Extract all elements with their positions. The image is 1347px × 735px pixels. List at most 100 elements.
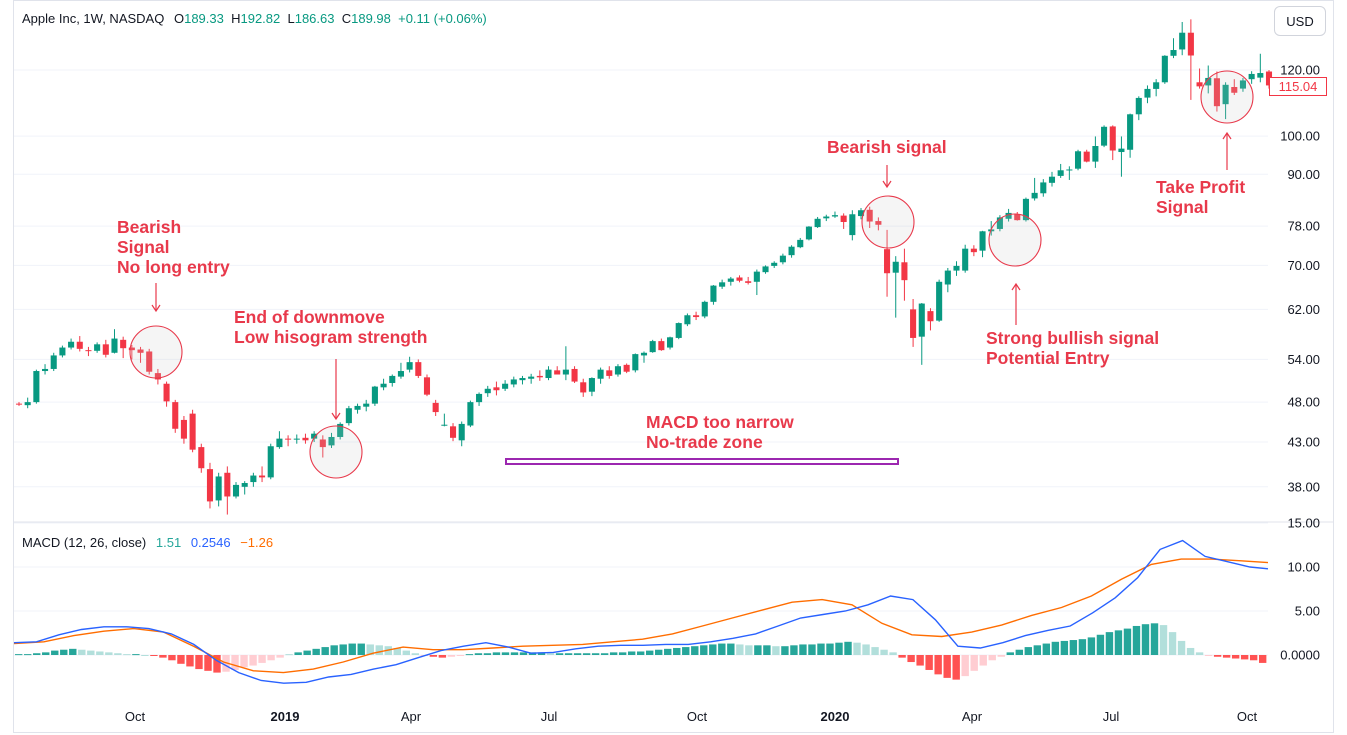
macd-legend: MACD (12, 26, close) 1.51 0.2546 −1.26 bbox=[22, 535, 279, 550]
histogram-bar bbox=[564, 653, 573, 655]
symbol-legend: Apple Inc, 1W, NASDAQ O189.33 H192.82 L1… bbox=[22, 11, 493, 26]
histogram-bar bbox=[411, 653, 420, 655]
candle-body bbox=[484, 388, 491, 394]
candle-body bbox=[267, 446, 274, 478]
candle-body bbox=[102, 344, 109, 355]
candle-body bbox=[146, 351, 153, 372]
arrow-head bbox=[1222, 131, 1232, 140]
candle-body bbox=[259, 475, 266, 478]
histogram-bar bbox=[1033, 645, 1042, 655]
histogram-bar bbox=[772, 646, 780, 655]
candle-body bbox=[476, 393, 483, 403]
histogram-bar bbox=[456, 655, 465, 656]
candle-body bbox=[1205, 77, 1212, 86]
histogram-bar bbox=[1249, 655, 1258, 661]
time-tick-label: Oct bbox=[125, 709, 146, 724]
time-tick-label: 2020 bbox=[821, 709, 850, 724]
histogram-bar bbox=[763, 645, 771, 655]
histogram-bar bbox=[1078, 639, 1087, 655]
candle-body bbox=[1118, 148, 1125, 153]
last-price-label: 115.04 bbox=[1269, 77, 1327, 96]
histogram-bar bbox=[78, 649, 86, 655]
histogram-bar bbox=[69, 648, 77, 655]
candle-body bbox=[1040, 182, 1047, 194]
histogram-bar bbox=[465, 654, 474, 656]
histogram-bar bbox=[709, 644, 717, 655]
histogram-bar bbox=[60, 649, 68, 655]
candle-body bbox=[779, 255, 786, 263]
histogram-bar bbox=[1258, 655, 1267, 663]
histogram-bar bbox=[303, 650, 311, 655]
price-tick-label: 90.00 bbox=[1287, 167, 1320, 182]
candle-body bbox=[206, 469, 214, 502]
candle-body bbox=[24, 402, 31, 406]
histogram-bar bbox=[204, 655, 212, 671]
histogram-bar bbox=[618, 652, 627, 655]
candle-body bbox=[1109, 126, 1116, 151]
candle-body bbox=[979, 231, 986, 251]
histogram-bar bbox=[159, 655, 167, 658]
candle-body bbox=[536, 375, 543, 378]
candle-body bbox=[224, 472, 231, 497]
time-tick-label: Apr bbox=[962, 709, 983, 724]
histogram-bar bbox=[1240, 655, 1249, 660]
candle-body bbox=[250, 475, 257, 483]
histogram-bar bbox=[1195, 652, 1204, 655]
histogram-bar bbox=[754, 645, 762, 655]
high-label: H192.82 bbox=[231, 11, 281, 26]
no-trade-zone-box bbox=[505, 458, 899, 465]
histogram-bar bbox=[1213, 655, 1222, 657]
histogram-bar bbox=[240, 655, 248, 668]
histogram-bar bbox=[249, 655, 257, 666]
candle-body bbox=[85, 350, 92, 352]
histogram-bar bbox=[321, 647, 329, 655]
histogram-bar bbox=[114, 653, 122, 655]
candle-body bbox=[232, 484, 240, 497]
candle-body bbox=[1057, 170, 1064, 176]
annotation-strong-bullish: Strong bullish signal Potential Entry bbox=[986, 328, 1160, 368]
candle-body bbox=[198, 447, 205, 469]
candle-body bbox=[111, 338, 118, 353]
candle-body bbox=[693, 315, 700, 318]
histogram-bar bbox=[826, 643, 834, 655]
candle-body bbox=[1083, 151, 1090, 162]
candle-body bbox=[241, 483, 248, 487]
candle-body bbox=[1135, 97, 1142, 115]
histogram-bar bbox=[970, 655, 978, 671]
candle-body bbox=[857, 210, 865, 217]
histogram-bar bbox=[168, 655, 176, 661]
annotation-bearish-top: Bearish signal bbox=[827, 137, 947, 157]
candle-body bbox=[449, 426, 457, 438]
histogram-bar bbox=[1060, 640, 1069, 655]
histogram-bar bbox=[555, 653, 564, 655]
histogram-bar bbox=[483, 653, 492, 655]
histogram-bar bbox=[1168, 632, 1177, 655]
candle-body bbox=[632, 354, 639, 371]
time-tick-label: Oct bbox=[1237, 709, 1258, 724]
candle-body bbox=[94, 344, 101, 351]
grid-lines bbox=[14, 69, 1268, 656]
histogram-bar bbox=[510, 652, 519, 655]
candle-body bbox=[1231, 87, 1238, 93]
candle-body bbox=[606, 370, 613, 376]
histogram-bar bbox=[294, 652, 302, 655]
candle-body bbox=[831, 215, 839, 217]
candle-body bbox=[276, 438, 283, 448]
open-value: 189.33 bbox=[184, 11, 224, 26]
histogram-bar bbox=[934, 655, 942, 675]
histogram-bar bbox=[375, 645, 383, 655]
candle-body bbox=[128, 347, 135, 351]
candle-body bbox=[614, 366, 621, 375]
histogram-bar bbox=[889, 652, 897, 655]
histogram-bar bbox=[1087, 637, 1096, 655]
candle-body bbox=[1048, 176, 1056, 183]
candle-body bbox=[510, 379, 517, 385]
histogram-bar bbox=[366, 644, 374, 655]
histogram-bar bbox=[393, 647, 401, 655]
currency-button[interactable]: USD bbox=[1274, 6, 1326, 36]
price-tick-label: 70.00 bbox=[1287, 258, 1320, 273]
macd-histogram bbox=[15, 623, 1267, 680]
candle-body bbox=[337, 423, 344, 437]
candle-body bbox=[936, 281, 943, 321]
